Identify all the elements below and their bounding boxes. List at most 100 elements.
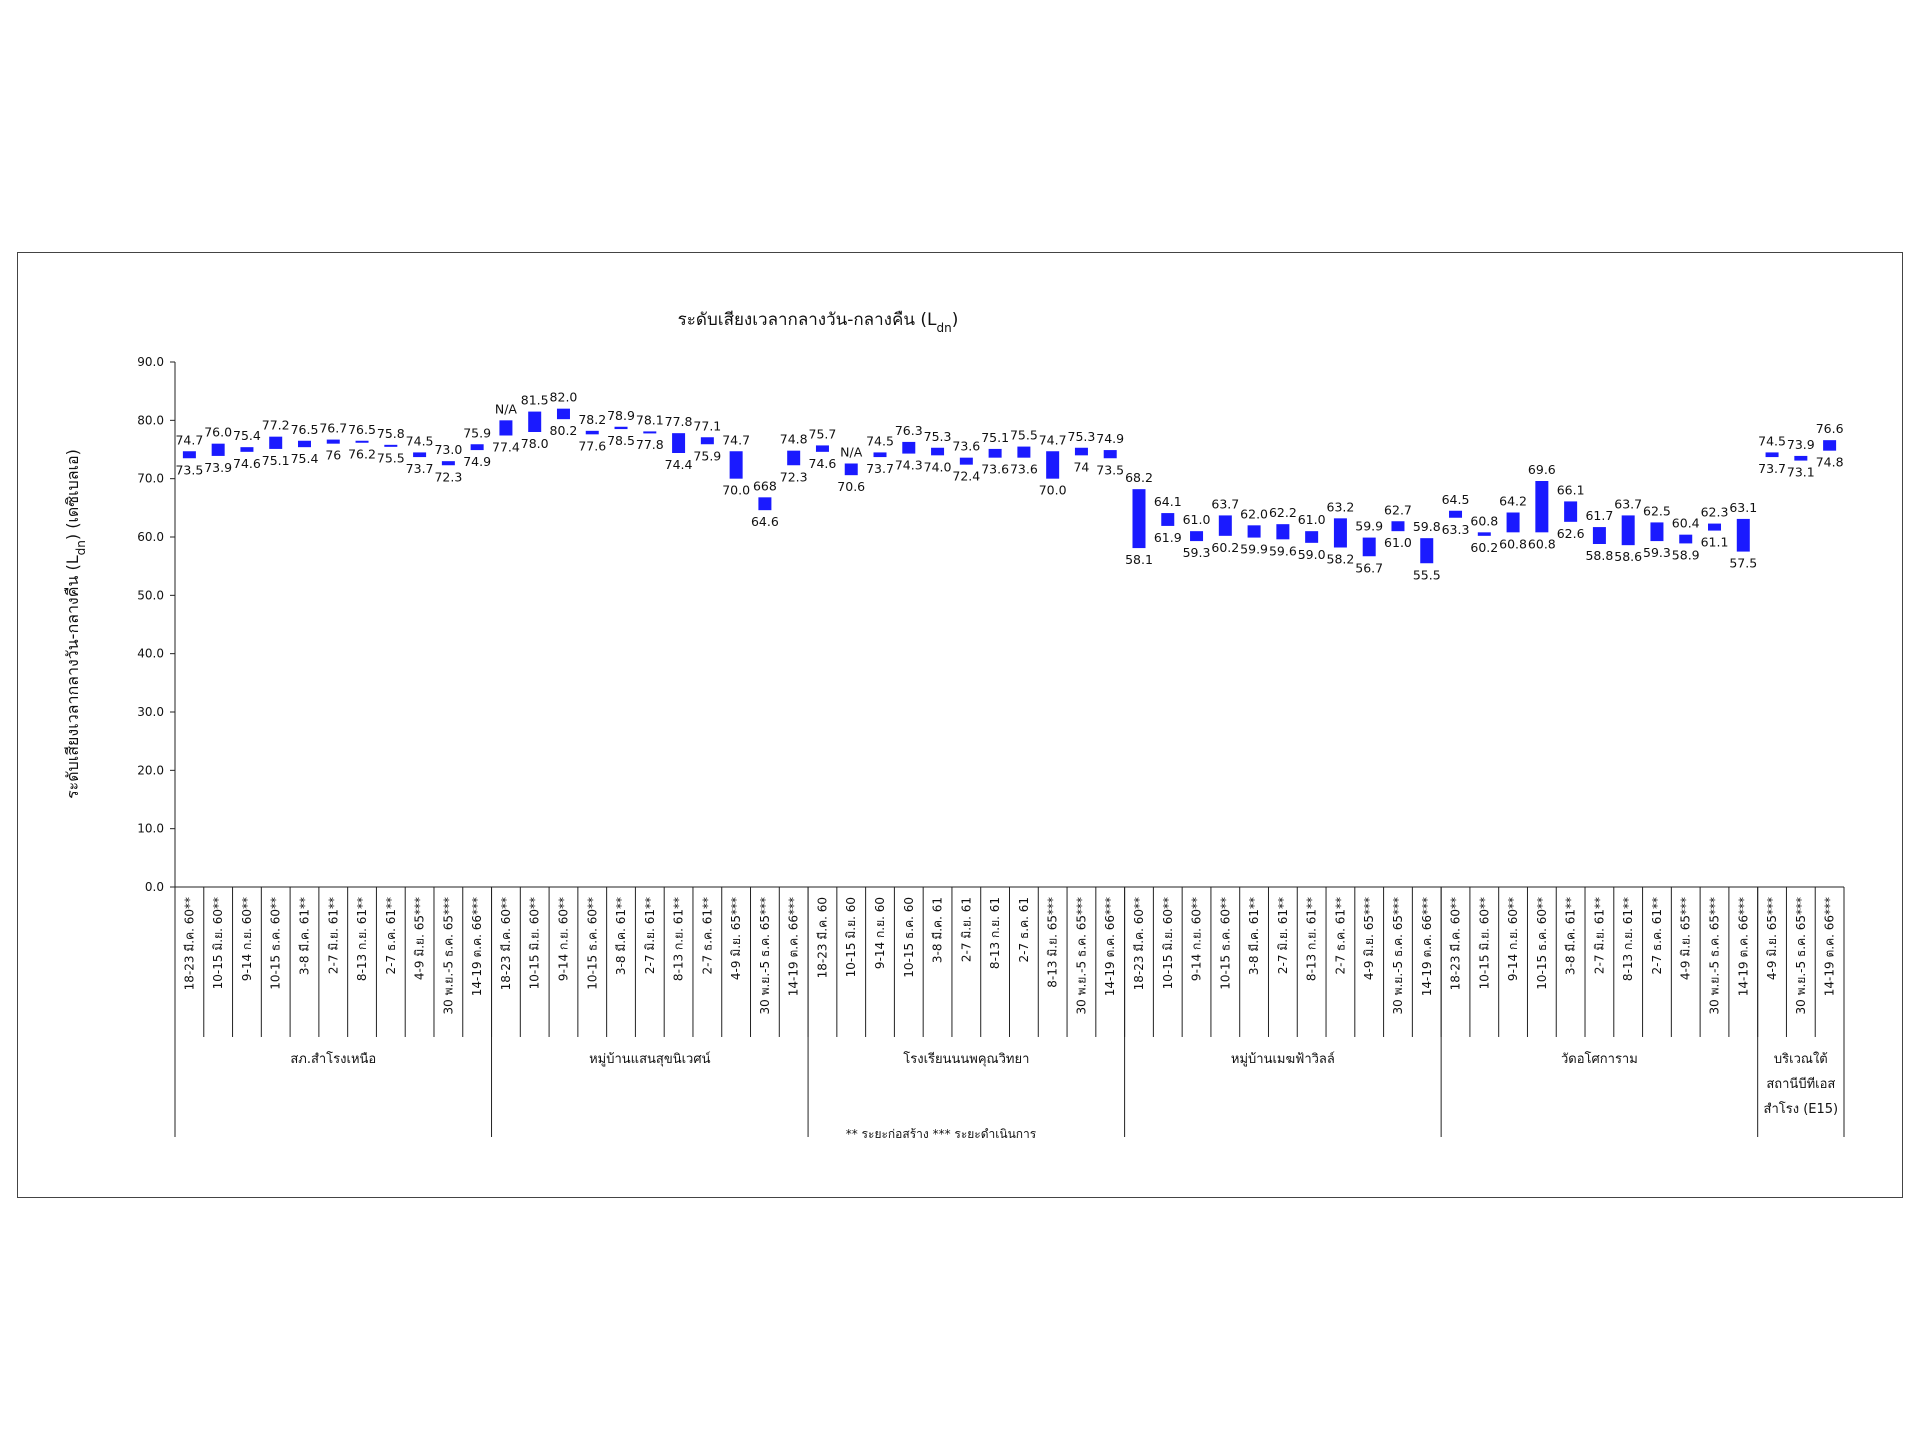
x-category-label: 2-7 ธ.ค. 61**: [384, 897, 398, 974]
range-bar: [528, 411, 542, 432]
x-category-label: 14-19 ต.ค. 66***: [1103, 897, 1117, 996]
x-category-label: 30 พ.ย.-5 ธ.ค. 65***: [1794, 897, 1808, 1015]
x-category-label: 3-8 มี.ค. 61**: [1564, 897, 1578, 975]
bar-high-label: 668: [753, 478, 777, 493]
bar-high-label: 64.2: [1499, 494, 1527, 509]
bar-high-label: 77.8: [665, 414, 693, 429]
bar-low-label: 78.0: [521, 436, 549, 451]
bar-low-label: 58.8: [1585, 548, 1613, 563]
bar-high-label: 60.8: [1470, 513, 1498, 528]
x-category-label: 8-13 ก.ย. 61: [988, 897, 1002, 969]
range-bar: [297, 440, 311, 448]
x-category-label: 3-8 มี.ค. 61: [931, 897, 945, 963]
group-label: บริเวณใต้: [1774, 1051, 1828, 1067]
bar-low-label: 72.4: [952, 469, 980, 484]
range-bar: [1794, 455, 1808, 461]
x-category-label: 10-15 มิ.ย. 60**: [211, 897, 225, 989]
x-category-label: 4-9 มิ.ย. 65***: [1765, 897, 1779, 980]
bar-high-label: 82.0: [550, 390, 578, 405]
x-category-label: 14-19 ต.ค. 66***: [1823, 897, 1837, 996]
x-category-label: 14-19 ต.ค. 66***: [1420, 897, 1434, 996]
bar-low-label: 58.6: [1614, 549, 1642, 564]
bar-high-label: 61.7: [1585, 508, 1613, 523]
chart-frame: ระดับเสียงเวลากลางวัน-กลางคืน (Ldn) ระดับ…: [17, 252, 1903, 1198]
range-bar: [1708, 523, 1722, 531]
bar-low-label: 73.6: [981, 462, 1009, 477]
bar-high-label: 63.1: [1729, 500, 1757, 515]
bar-low-label: 55.5: [1413, 567, 1441, 582]
x-category-label: 10-15 ธ.ค. 60: [902, 897, 916, 978]
range-bar: [182, 451, 196, 459]
range-bar: [758, 497, 772, 511]
range-bar: [470, 444, 484, 451]
bar-high-label: 63.7: [1211, 496, 1239, 511]
group-label: วัดอโศการาม: [1561, 1051, 1638, 1067]
x-category-label: 8-13 ก.ย. 61**: [672, 897, 686, 981]
x-category-label: 9-14 ก.ย. 60**: [240, 897, 254, 981]
bar-high-label: 68.2: [1125, 470, 1153, 485]
bar-low-label: 77.8: [636, 437, 664, 452]
bar-low-label: 75.4: [291, 451, 319, 466]
bar-high-label: 73.0: [434, 442, 462, 457]
group-label: หมู่บ้านเมฆฟ้าวิลล์: [1231, 1051, 1335, 1067]
x-category-label: 30 พ.ย.-5 ธ.ค. 65***: [1074, 897, 1088, 1015]
group-label: หมู่บ้านแสนสุขนิเวศน์: [589, 1051, 711, 1067]
bar-low-label: 74.9: [463, 454, 491, 469]
bar-high-label: N/A: [840, 445, 863, 460]
x-category-label: 3-8 มี.ค. 61**: [297, 897, 311, 975]
range-bar: [1650, 522, 1664, 542]
bar-low-label: 57.5: [1729, 556, 1757, 571]
bar-low-label: 59.0: [1298, 547, 1326, 562]
bar-low-label: 73.7: [866, 461, 894, 476]
bar-high-label: 78.9: [607, 408, 635, 423]
range-bar: [1765, 452, 1779, 458]
x-category-label: 8-13 ก.ย. 61**: [1621, 897, 1635, 981]
x-category-label: 2-7 ธ.ค. 61: [1017, 897, 1031, 962]
bar-low-label: 77.6: [578, 438, 606, 453]
bar-low-label: 78.5: [607, 433, 635, 448]
range-bar: [614, 426, 628, 430]
bar-high-label: 74.8: [780, 432, 808, 447]
bar-low-label: 70.0: [722, 483, 750, 498]
bar-high-label: 64.1: [1154, 494, 1182, 509]
y-tick-label: 40.0: [137, 647, 164, 661]
x-category-label: 18-23 มี.ค. 60**: [1132, 897, 1146, 990]
y-tick-label: 80.0: [137, 413, 164, 427]
x-category-label: 30 พ.ย.-5 ธ.ค. 65***: [441, 897, 455, 1015]
range-bar: [384, 444, 398, 447]
group-label: สภ.สำโรงเหนือ: [290, 1051, 376, 1067]
y-tick-label: 90.0: [137, 355, 164, 369]
range-bar: [240, 447, 254, 452]
y-tick-label: 10.0: [137, 822, 164, 836]
range-bar: [1074, 447, 1088, 456]
range-bar: [1333, 518, 1347, 548]
bar-low-label: 60.2: [1470, 540, 1498, 555]
x-category-label: 4-9 มิ.ย. 65***: [1362, 897, 1376, 980]
bar-low-label: 61.0: [1384, 535, 1412, 550]
bar-high-label: 78.1: [636, 412, 664, 427]
bar-low-label: 60.2: [1211, 540, 1239, 555]
bar-high-label: 75.1: [981, 430, 1009, 445]
noise-level-chart: ระดับเสียงเวลากลางวัน-กลางคืน (Ldn) ระดับ…: [63, 310, 1845, 1141]
x-category-label: 8-13 มิ.ย. 65***: [1046, 897, 1060, 988]
bar-high-label: 74.9: [1096, 431, 1124, 446]
x-category-label: 30 พ.ย.-5 ธ.ค. 65***: [1391, 897, 1405, 1015]
bar-high-label: 74.5: [866, 433, 894, 448]
bar-low-label: 73.7: [406, 461, 434, 476]
range-bar: [269, 436, 283, 449]
bar-low-label: 80.2: [550, 423, 578, 438]
bar-low-label: 74.4: [665, 457, 693, 472]
x-category-label: 8-13 ก.ย. 61**: [355, 897, 369, 981]
x-category-label: 18-23 มี.ค. 60**: [1449, 897, 1463, 990]
x-category-label: 4-9 มิ.ย. 65***: [729, 897, 743, 980]
y-tick-label: 0.0: [145, 880, 164, 894]
bar-high-label: 74.7: [1039, 432, 1067, 447]
bar-high-label: 75.9: [463, 425, 491, 440]
range-bar: [700, 437, 714, 445]
bar-low-label: 62.6: [1557, 526, 1585, 541]
bar-high-label: 63.2: [1327, 499, 1355, 514]
bar-low-label: 59.6: [1269, 543, 1297, 558]
x-category-label: 14-19 ต.ค. 66***: [470, 897, 484, 996]
range-bar: [1449, 510, 1463, 518]
bar-low-label: 59.9: [1240, 542, 1268, 557]
